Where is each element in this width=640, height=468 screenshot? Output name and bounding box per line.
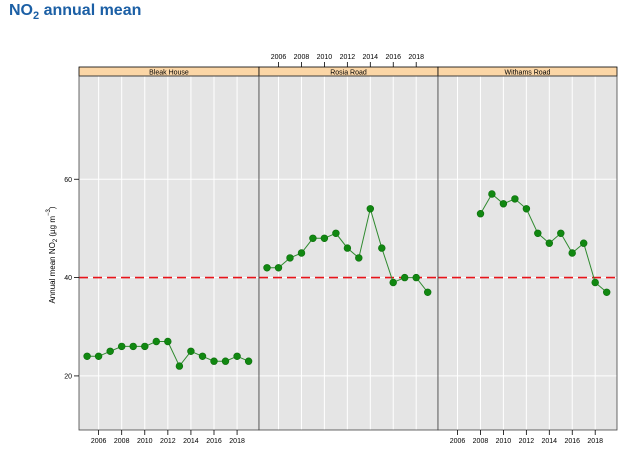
data-point xyxy=(83,352,91,360)
data-point xyxy=(389,278,397,287)
data-point xyxy=(366,205,374,213)
y-tick-label: 60 xyxy=(64,177,72,184)
panel-bleak-house: Bleak House 2006 2008 2010 2012 2014 2016 2018 xyxy=(78,66,260,445)
panel-background xyxy=(438,76,617,430)
data-point xyxy=(499,200,508,208)
data-point xyxy=(557,229,565,238)
data-point xyxy=(602,288,611,296)
data-point xyxy=(233,352,241,360)
x-tick-label: 2012 xyxy=(340,54,356,61)
panel-background xyxy=(259,76,438,430)
data-point xyxy=(332,229,340,238)
panel-border xyxy=(437,75,618,431)
y-tick-label: 40 xyxy=(64,275,72,282)
x-tick-label: 2006 xyxy=(450,438,466,445)
x-tick-label: 2014 xyxy=(183,438,199,445)
data-point xyxy=(476,210,485,218)
x-tick-label: 2018 xyxy=(587,438,603,445)
y-tick-label: 20 xyxy=(64,373,72,380)
x-tick-label: 2016 xyxy=(385,54,401,61)
data-point xyxy=(534,229,542,238)
data-point xyxy=(198,352,207,360)
x-tick-label: 2008 xyxy=(294,54,310,61)
data-point xyxy=(274,264,283,272)
strip-label: Bleak House xyxy=(149,70,189,77)
data-point xyxy=(94,352,103,360)
data-point xyxy=(297,249,306,257)
data-point xyxy=(355,254,363,262)
strip-label: Rosia Road xyxy=(330,70,367,77)
x-tick-label: 2018 xyxy=(408,54,424,61)
data-point xyxy=(309,234,317,243)
data-point xyxy=(221,357,230,365)
x-tick-label: 2016 xyxy=(206,438,222,445)
data-point xyxy=(175,362,184,370)
data-point xyxy=(522,205,531,213)
x-tick-label: 2018 xyxy=(229,438,245,445)
data-point xyxy=(320,234,329,243)
x-tick-label: 2008 xyxy=(114,438,130,445)
x-tick-label: 2010 xyxy=(496,438,512,445)
x-tick-label: 2014 xyxy=(542,438,558,445)
data-point xyxy=(263,264,271,272)
data-point xyxy=(106,347,114,355)
x-tick-label: 2010 xyxy=(137,438,153,445)
x-tick-label: 2006 xyxy=(271,54,287,61)
data-point xyxy=(117,342,126,351)
y-axis-title: Annual mean NO2 (µg m−3) xyxy=(46,206,59,303)
data-point xyxy=(424,288,432,296)
data-point xyxy=(187,347,195,355)
data-point xyxy=(511,195,519,203)
data-point xyxy=(343,244,352,252)
data-point xyxy=(568,249,576,257)
data-point xyxy=(244,357,253,365)
data-point xyxy=(488,190,496,198)
data-point xyxy=(401,273,409,282)
x-tick-label: 2010 xyxy=(317,54,333,61)
data-point xyxy=(412,273,420,282)
data-point xyxy=(591,278,599,287)
page-title: NO2 annual mean xyxy=(9,2,142,23)
data-point xyxy=(152,337,161,346)
panel-rosia-road: Rosia Road 2006 2008 2010 2012 2014 2016 2018 xyxy=(258,54,439,431)
strip-label: Withams Road xyxy=(505,70,551,77)
x-tick-label: 2012 xyxy=(519,438,535,445)
data-point xyxy=(579,239,588,247)
x-tick-label: 2008 xyxy=(473,438,489,445)
x-tick-label: 2014 xyxy=(363,54,379,61)
x-tick-label: 2012 xyxy=(160,438,176,445)
panel-withams-road: Withams Road 2006 2008 2010 2012 2014 2016 2018 xyxy=(437,66,618,445)
data-point xyxy=(129,342,137,351)
panel-background xyxy=(79,76,259,430)
data-point xyxy=(545,239,553,247)
data-point xyxy=(378,244,386,252)
data-point xyxy=(164,337,172,346)
x-tick-label: 2006 xyxy=(91,438,107,445)
data-point xyxy=(141,342,149,351)
data-point xyxy=(210,357,218,365)
data-point xyxy=(286,254,294,262)
x-tick-label: 2016 xyxy=(564,438,580,445)
